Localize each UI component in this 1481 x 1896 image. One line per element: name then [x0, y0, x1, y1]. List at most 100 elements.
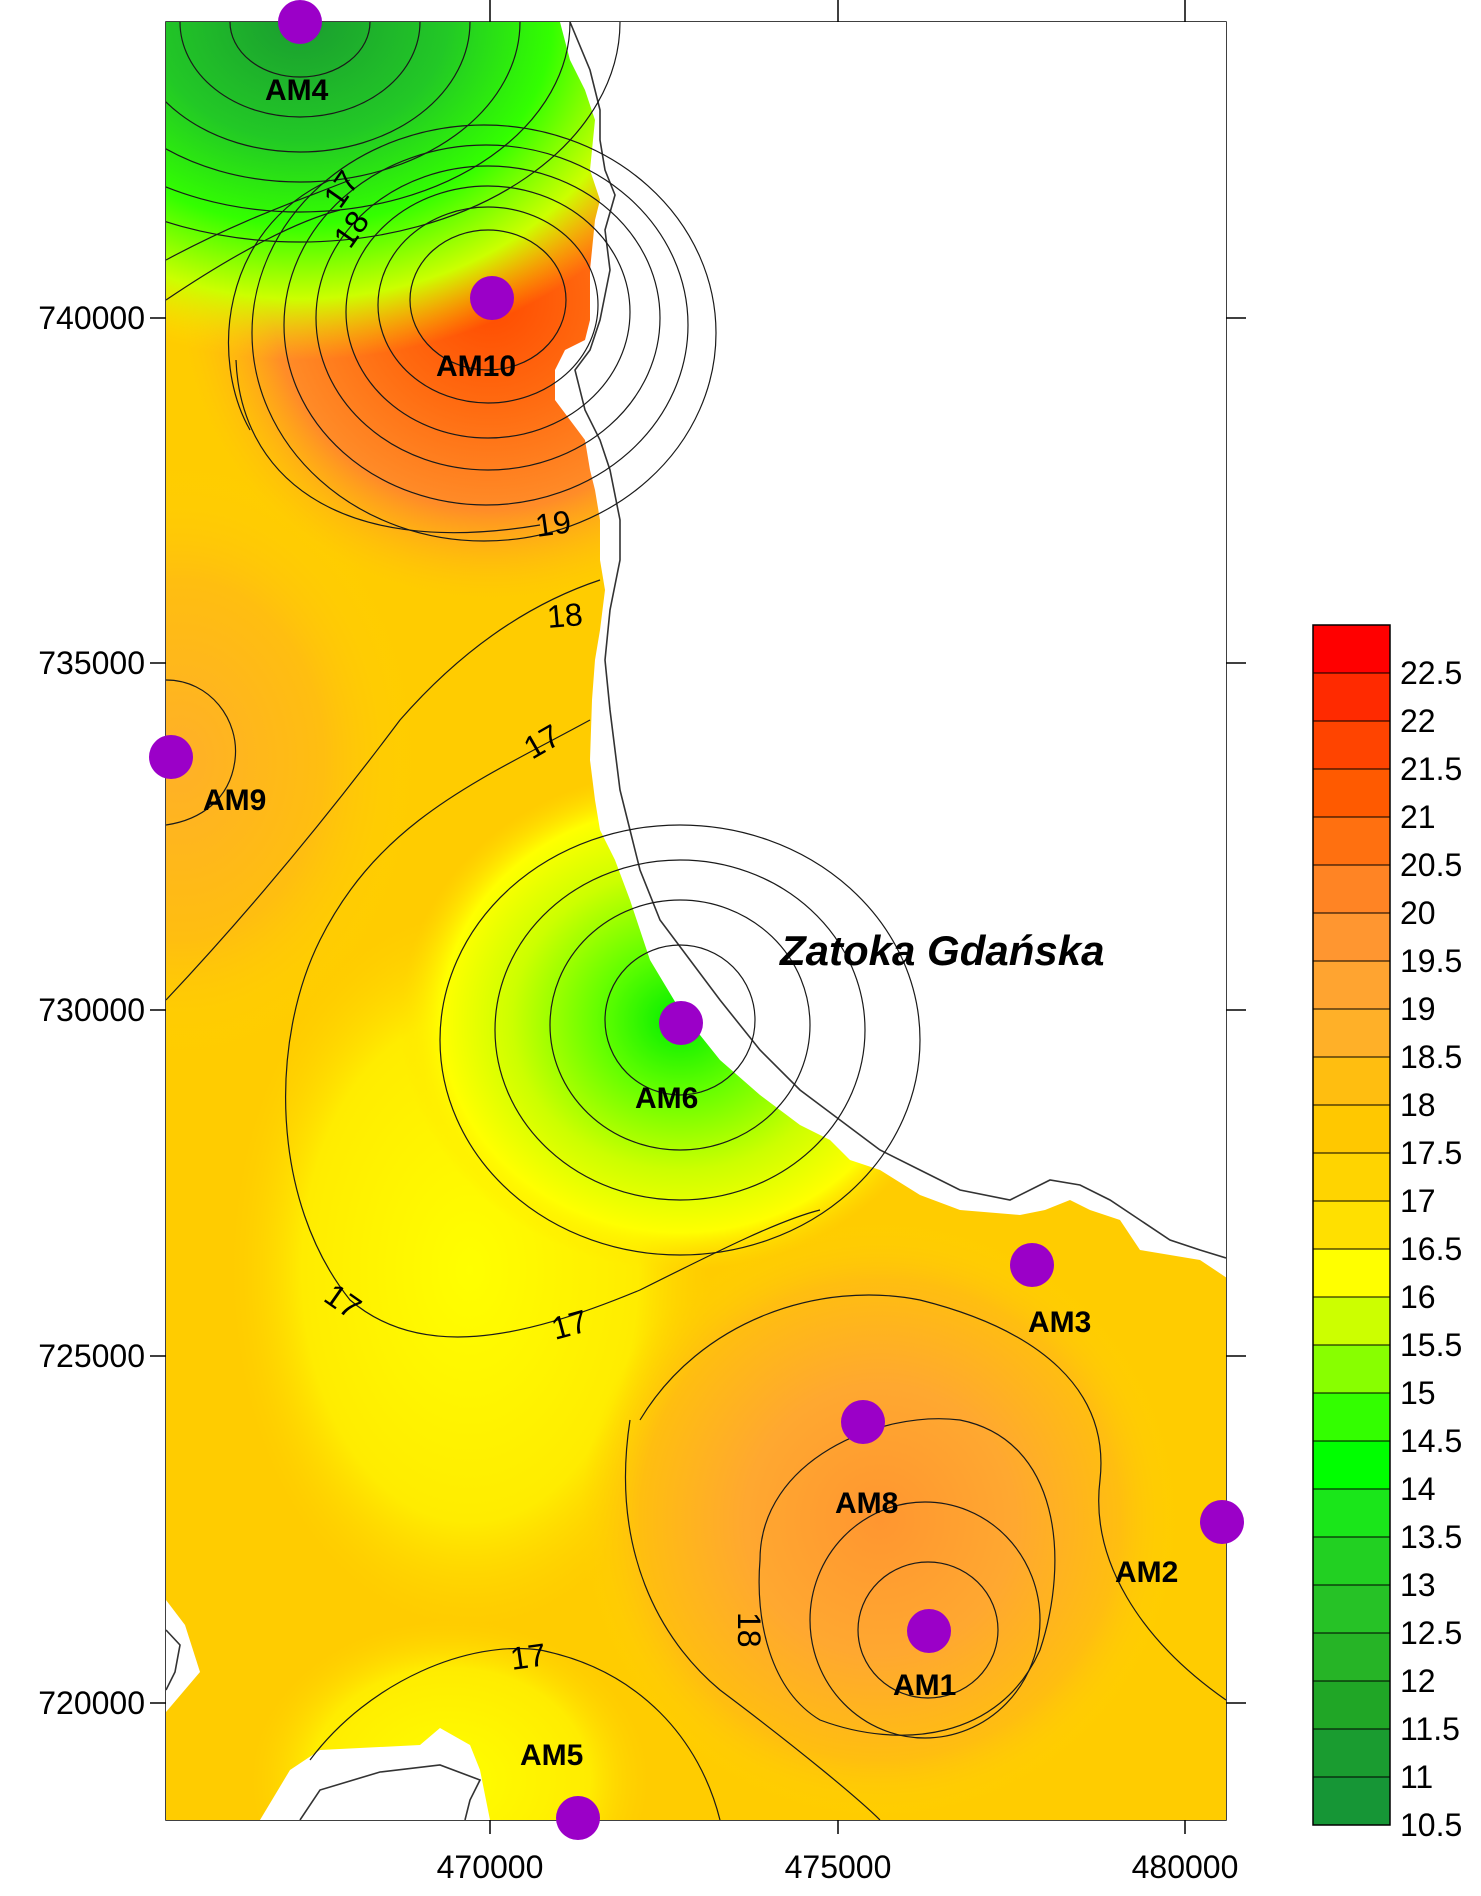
colorbar-label: 22.5 [1400, 655, 1462, 691]
colorbar-label: 19.5 [1400, 943, 1462, 979]
station-am6: AM6 [635, 1001, 703, 1115]
colorbar-label: 16.5 [1400, 1231, 1462, 1267]
colorbar-segment [1313, 1201, 1390, 1250]
colorbar-label: 13.5 [1400, 1519, 1462, 1555]
colorbar-segment [1313, 1057, 1390, 1106]
station-am9: AM9 [149, 735, 266, 817]
colorbar-segment [1313, 673, 1390, 722]
station-am5: AM5 [520, 1739, 600, 1840]
station-label: AM2 [1115, 1556, 1178, 1589]
colorbar-label: 13 [1400, 1567, 1436, 1603]
station-am4: AM4 [265, 0, 329, 107]
colorbar-segment [1313, 1297, 1390, 1346]
colorbar-segment [1313, 1345, 1390, 1394]
contour-label: 19 [533, 503, 573, 544]
colorbar-segment [1313, 1393, 1390, 1442]
y-tick-label: 735000 [38, 645, 145, 681]
x-tick-label: 480000 [1132, 1849, 1239, 1885]
colorbar-segment [1313, 1489, 1390, 1538]
colorbar-segment [1313, 1633, 1390, 1682]
y-tick-label: 725000 [38, 1338, 145, 1374]
station-am8: AM8 [835, 1400, 898, 1520]
station-label: AM6 [635, 1082, 698, 1115]
contour-label-group: 17 18 19 18 17 17 17 18 17 [316, 164, 767, 1677]
contour-lines [166, 22, 1226, 1820]
x-axis-ticks [489, 0, 1186, 1834]
colorbar-segment [1313, 625, 1390, 674]
colorbar-label: 15.5 [1400, 1327, 1462, 1363]
station-label: AM4 [265, 74, 329, 107]
colorbar-label: 12 [1400, 1663, 1436, 1699]
y-tick-label: 740000 [38, 300, 145, 336]
station-label: AM10 [436, 350, 516, 383]
station-am10: AM10 [436, 276, 516, 383]
colorbar-label: 11 [1400, 1759, 1433, 1795]
colorbar-label: 17.5 [1400, 1135, 1462, 1171]
station-marker [149, 735, 193, 779]
colorbar-segment [1313, 1585, 1390, 1634]
colorbar-segment [1313, 1537, 1390, 1586]
station-am1: AM1 [893, 1609, 956, 1702]
station-marker [556, 1796, 600, 1840]
colorbar-segment [1313, 961, 1390, 1010]
colorbar-label: 20 [1400, 895, 1436, 931]
colorbar-segment [1313, 865, 1390, 914]
sea-label: Zatoka Gdańska [779, 927, 1104, 974]
station-marker [659, 1001, 703, 1045]
station-label: AM1 [893, 1669, 956, 1702]
station-marker [1010, 1243, 1054, 1287]
x-tick-label: 470000 [437, 1849, 544, 1885]
colorbar-label: 16 [1400, 1279, 1436, 1315]
colorbar-segment [1313, 769, 1390, 818]
station-label: AM5 [520, 1739, 583, 1772]
colorbar-segment [1313, 913, 1390, 962]
colorbar: 22.5 22 21.5 21 20.5 20 19.5 19 18.5 18 17.5 17 16.5… [1312, 624, 1462, 1843]
y-tick-label: 720000 [38, 1685, 145, 1721]
station-label: AM3 [1028, 1306, 1091, 1339]
colorbar-segment [1313, 1009, 1390, 1058]
station-am3: AM3 [1010, 1243, 1091, 1339]
colorbar-label: 22 [1400, 703, 1436, 739]
station-label: AM8 [835, 1487, 898, 1520]
stations: AM4 AM10 AM9 AM6 AM3 AM8 AM2 AM1 [149, 0, 1244, 1840]
station-marker [278, 0, 322, 44]
colorbar-segment [1313, 1729, 1390, 1778]
sea-area [555, 22, 1226, 1278]
y-tick-label: 730000 [38, 992, 145, 1028]
station-marker [907, 1609, 951, 1653]
contour-label: 18 [545, 596, 584, 635]
contour-label: 18 [731, 1612, 767, 1648]
colorbar-label: 18.5 [1400, 1039, 1462, 1075]
colorbar-frame [1312, 624, 1391, 1826]
colorbar-segment [1313, 1681, 1390, 1730]
station-label: AM9 [203, 784, 266, 817]
colorbar-label: 14.5 [1400, 1423, 1462, 1459]
colorbar-label: 10.5 [1400, 1807, 1462, 1843]
colorbar-label: 19 [1400, 991, 1436, 1027]
colorbar-label: 12.5 [1400, 1615, 1462, 1651]
colorbar-label: 20.5 [1400, 847, 1462, 883]
colorbar-label: 21 [1400, 799, 1436, 835]
colorbar-label: 11.5 [1400, 1711, 1460, 1747]
station-marker [841, 1400, 885, 1444]
colorbar-segment [1313, 1777, 1390, 1826]
colorbar-segment [1313, 817, 1390, 866]
colorbar-segment [1313, 1249, 1390, 1298]
colorbar-label: 17 [1400, 1183, 1436, 1219]
colorbar-label: 21.5 [1400, 751, 1462, 787]
colorbar-label: 14 [1400, 1471, 1436, 1507]
station-marker [470, 276, 514, 320]
coastline [166, 22, 1226, 1820]
y-axis-ticks [150, 317, 1246, 1704]
station-marker [1200, 1500, 1244, 1544]
colorbar-segment [1313, 721, 1390, 770]
colorbar-segment [1313, 1153, 1390, 1202]
colorbar-label: 15 [1400, 1375, 1436, 1411]
station-am2: AM2 [1115, 1500, 1244, 1589]
x-tick-label: 475000 [785, 1849, 892, 1885]
colorbar-segment [1313, 1441, 1390, 1490]
colorbar-label: 18 [1400, 1087, 1436, 1123]
contour-label: 17 [508, 1636, 548, 1677]
colorbar-segment [1313, 1105, 1390, 1154]
